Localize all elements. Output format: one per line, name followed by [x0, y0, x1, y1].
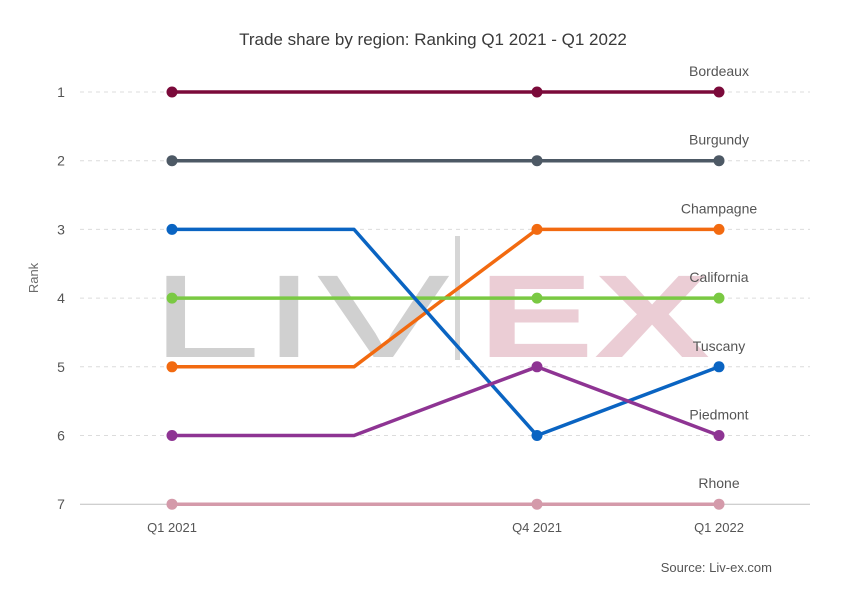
data-point-piedmont [166, 430, 178, 441]
data-point-tuscany [713, 361, 725, 373]
series-line-piedmont [170, 365, 721, 438]
x-tick-label: Q4 2021 [512, 520, 562, 535]
series-label-champagne: Champagne [681, 200, 757, 216]
data-point-champagne [531, 223, 543, 235]
series-labels: Bordeaux Burgundy Champagne California Tusca… [681, 63, 757, 491]
series-line-tuscany [170, 227, 721, 438]
data-point-champagne [166, 361, 178, 373]
y-tick-label: 1 [57, 84, 65, 100]
data-point-bordeaux [531, 86, 543, 98]
data-point-california [166, 292, 178, 304]
y-axis-ticks: 1 2 3 4 5 6 7 [57, 84, 65, 512]
series-label-tuscany: Tuscany [693, 338, 745, 354]
data-point-bordeaux [166, 86, 178, 98]
x-tick-label: Q1 2021 [147, 520, 197, 535]
data-point-champagne [713, 223, 725, 235]
y-tick-label: 5 [57, 359, 65, 375]
series-lines [166, 86, 725, 510]
y-axis-label: Rank [26, 262, 41, 293]
svg-text:LIV: LIV [150, 251, 450, 383]
chart-title: Trade share by region: Ranking Q1 2021 -… [239, 30, 627, 49]
data-point-piedmont [713, 430, 725, 441]
data-point-tuscany [166, 223, 178, 235]
y-tick-label: 4 [57, 290, 65, 306]
series-label-california: California [689, 269, 748, 285]
y-tick-label: 7 [57, 496, 65, 512]
data-point-rhone [531, 498, 543, 510]
x-tick-label: Q1 2022 [694, 520, 744, 535]
data-point-piedmont [531, 361, 543, 373]
data-point-burgundy [166, 155, 178, 167]
series-label-bordeaux: Bordeaux [689, 63, 749, 79]
series-label-burgundy: Burgundy [689, 132, 749, 148]
y-tick-label: 3 [57, 221, 65, 237]
y-tick-label: 2 [57, 153, 65, 169]
data-point-burgundy [713, 155, 725, 167]
series-label-piedmont: Piedmont [689, 407, 748, 423]
data-point-california [713, 292, 725, 304]
source-note: Source: Liv-ex.com [661, 560, 772, 575]
data-point-tuscany [531, 430, 543, 441]
data-point-bordeaux [713, 86, 725, 98]
svg-text:EX: EX [478, 251, 710, 383]
y-tick-label: 6 [57, 428, 65, 444]
data-point-rhone [713, 498, 725, 510]
x-axis-ticks: Q1 2021 Q4 2021 Q1 2022 [147, 520, 744, 535]
data-point-rhone [166, 498, 178, 510]
watermark-logo: LIV EX [150, 236, 710, 383]
data-point-burgundy [531, 155, 543, 167]
data-point-california [531, 292, 543, 304]
series-label-rhone: Rhone [698, 475, 739, 491]
